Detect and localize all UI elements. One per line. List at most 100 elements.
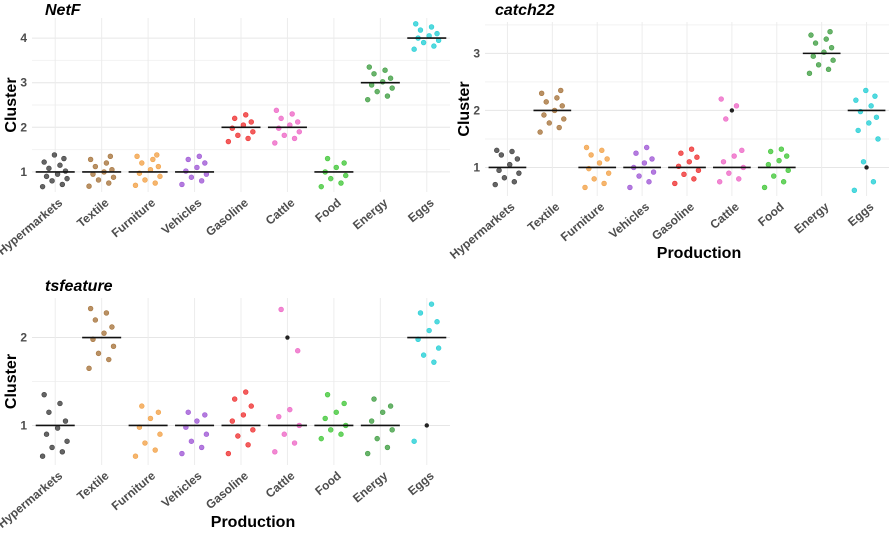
data-point (338, 431, 344, 437)
y-tick-label: 3 (20, 76, 27, 90)
y-tick-label: 4 (20, 31, 27, 45)
x-tick-label: Textile (74, 195, 112, 230)
x-axis-title: Production (657, 245, 741, 262)
data-point (688, 146, 695, 152)
x-tick-label: Cattle (263, 195, 298, 227)
data-point (154, 152, 160, 158)
data-point (250, 427, 256, 433)
data-point (582, 184, 588, 191)
panel-title: catch22 (495, 2, 555, 19)
y-tick-label: 3 (473, 46, 480, 60)
data-point (810, 53, 816, 59)
data-point (92, 317, 99, 323)
data-point (371, 396, 377, 402)
data-point (51, 152, 58, 158)
data-point (132, 182, 139, 189)
data-point (322, 415, 328, 422)
x-tick-label: Hypermarkets (447, 199, 518, 261)
data-point (203, 431, 210, 437)
data-point (92, 163, 99, 170)
y-axis-title: Cluster (3, 354, 20, 409)
data-point (509, 148, 515, 155)
data-point (546, 120, 552, 126)
data-point (694, 154, 700, 160)
data-point (761, 184, 768, 191)
data-point (561, 116, 567, 122)
data-point (101, 330, 107, 336)
data-point (420, 352, 427, 358)
data-point (627, 184, 633, 191)
data-point (318, 435, 324, 442)
data-point (434, 30, 440, 37)
data-point (155, 163, 162, 170)
data-point (248, 119, 254, 125)
data-point (739, 147, 745, 154)
data-point (341, 400, 347, 407)
x-tick-label: Food (755, 200, 786, 230)
data-point (604, 156, 610, 162)
data-point (132, 453, 139, 459)
x-tick-label: Furniture (558, 199, 608, 244)
y-tick-label: 2 (20, 331, 27, 345)
data-point (389, 427, 395, 433)
data-point (46, 409, 52, 415)
data-point (139, 160, 145, 166)
data-point (324, 391, 331, 398)
data-point (389, 85, 395, 91)
data-point (150, 156, 156, 163)
x-tick-label: Gasoline (203, 195, 251, 239)
data-point (806, 70, 813, 77)
x-tick-label: Eggs (845, 199, 877, 229)
data-point (185, 409, 191, 415)
data-point (417, 310, 424, 316)
data-point (245, 442, 251, 448)
x-tick-label: Cattle (707, 199, 742, 231)
data-point (46, 165, 52, 172)
y-axis-title: Cluster (456, 81, 473, 136)
data-point (243, 112, 249, 118)
data-point (411, 438, 417, 444)
data-point (633, 150, 639, 156)
data-point (681, 171, 687, 178)
data-point (556, 124, 562, 131)
data-point (318, 183, 324, 190)
data-point (855, 127, 861, 134)
data-point (328, 175, 334, 182)
x-tick-label: Vehicles (159, 468, 205, 510)
data-point (39, 183, 46, 190)
data-point (179, 450, 185, 457)
data-point (538, 90, 545, 97)
data-point (231, 115, 238, 122)
x-tick-label: Vehicles (159, 195, 205, 237)
data-point (276, 413, 282, 420)
data-point (783, 153, 790, 159)
data-point (202, 160, 208, 166)
data-point (39, 453, 46, 459)
data-point (501, 175, 508, 181)
data-point (380, 409, 386, 415)
data-point (863, 87, 869, 94)
data-point (537, 129, 543, 135)
data-point (767, 148, 774, 155)
data-point (291, 135, 298, 142)
data-point (435, 345, 442, 351)
data-point (147, 415, 154, 422)
data-point (198, 178, 205, 184)
data-point (235, 132, 241, 139)
data-point (636, 173, 642, 179)
data-point (62, 418, 69, 424)
data-point (875, 136, 881, 142)
data-point (808, 32, 814, 38)
data-point (41, 391, 47, 398)
x-tick-label: Gasoline (203, 468, 251, 512)
data-point (823, 36, 829, 42)
data-point (333, 409, 339, 415)
data-point (514, 156, 521, 162)
data-point (343, 172, 349, 179)
data-point (134, 153, 140, 160)
data-point (103, 310, 110, 316)
data-point (507, 161, 513, 168)
data-point (596, 160, 603, 166)
data-point (245, 135, 251, 142)
